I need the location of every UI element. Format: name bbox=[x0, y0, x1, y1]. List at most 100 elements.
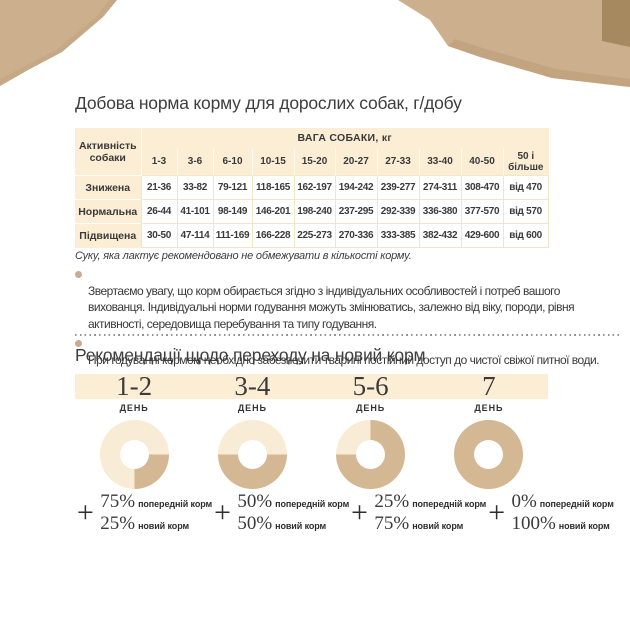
table-cell: 274-311 bbox=[418, 175, 462, 200]
table-cell: 336-380 bbox=[418, 199, 462, 224]
table-cell: 146-201 bbox=[251, 199, 295, 224]
activity-row-label: Знижена bbox=[75, 175, 141, 200]
table-corner-header: Активність собаки bbox=[75, 128, 142, 176]
table-cell: 79-121 bbox=[212, 175, 253, 200]
days-band bbox=[75, 374, 548, 399]
new-food-pct: 75% bbox=[374, 513, 410, 534]
table-cell: 270-336 bbox=[334, 223, 378, 248]
day-word-row: ДЕНЬ ДЕНЬ ДЕНЬ ДЕНЬ bbox=[75, 403, 548, 413]
new-food-pct: 50% bbox=[237, 513, 273, 534]
list-item: Звертаємо увагу, що корм обирається згід… bbox=[75, 266, 630, 332]
table-cell: 237-295 bbox=[334, 199, 378, 224]
table-cell: 118-165 bbox=[251, 175, 295, 200]
weight-col: 40-50 bbox=[460, 148, 503, 176]
note-text: Звертаємо увагу, що корм обирається згід… bbox=[88, 283, 575, 331]
weight-col: 1-3 bbox=[140, 148, 177, 176]
package-photo-left-edge bbox=[0, 0, 117, 86]
activity-row-label: Підвищена bbox=[75, 223, 141, 248]
table-cell: 292-339 bbox=[376, 199, 420, 224]
mix-ratio-lines: 25% попередній корм 75% новий корм bbox=[374, 492, 486, 536]
table-row: Підвищена 30-50 47-114 111-169 166-228 2… bbox=[75, 223, 549, 248]
table-cell: 162-197 bbox=[293, 175, 336, 200]
transition-title: Рекомендації щодо переходу на новий корм bbox=[75, 345, 426, 365]
new-food-pct: 25% bbox=[100, 513, 136, 534]
day-range: 3-4 bbox=[234, 371, 271, 401]
plus-sign: + bbox=[349, 496, 370, 529]
bullet-dot-icon bbox=[75, 271, 82, 278]
table-cell: 239-277 bbox=[376, 175, 420, 200]
package-photo-right-fragment bbox=[398, 0, 630, 87]
table-cell: 47-114 bbox=[176, 223, 214, 248]
day-word: ДЕНЬ bbox=[119, 403, 149, 413]
plus-sign: + bbox=[486, 496, 507, 529]
plus-sign: + bbox=[75, 496, 96, 529]
table-cell: від 470 bbox=[502, 175, 549, 200]
day-range: 5-6 bbox=[352, 371, 389, 401]
days-numbers-row: 1-2 3-4 5-6 7 bbox=[75, 372, 548, 400]
lactating-note: Суку, яка лактує рекомендовано не обмежу… bbox=[75, 250, 412, 262]
new-food-label: новий корм bbox=[412, 521, 464, 531]
table-cell: від 600 bbox=[502, 223, 549, 248]
day-word: ДЕНЬ bbox=[356, 403, 386, 413]
new-food-label: новий корм bbox=[275, 521, 327, 531]
prev-food-pct: 25% bbox=[374, 491, 410, 512]
weight-col: 15-20 bbox=[293, 148, 335, 176]
weight-col: 33-40 bbox=[418, 148, 461, 176]
day-word: ДЕНЬ bbox=[237, 403, 267, 413]
table-weight-columns-row: 1-3 3-6 6-10 10-15 15-20 20-27 27-33 33-… bbox=[75, 148, 549, 176]
table-cell: 111-169 bbox=[212, 223, 253, 248]
bullet-dot-icon bbox=[75, 340, 82, 347]
table-cell: 98-149 bbox=[212, 199, 253, 224]
table-cell: 166-228 bbox=[251, 223, 295, 248]
weight-col: 27-33 bbox=[376, 148, 419, 176]
table-cell: від 570 bbox=[502, 199, 549, 224]
table-cell: 308-470 bbox=[460, 175, 504, 200]
mix-ratio-lines: 75% попередній корм 25% новий корм bbox=[100, 492, 212, 536]
day-range: 1-2 bbox=[116, 371, 153, 401]
prev-food-label: попередній корм bbox=[275, 499, 350, 509]
prev-food-label: попередній корм bbox=[138, 499, 213, 509]
donut-chart-day-3-4 bbox=[217, 420, 287, 489]
table-cell: 382-432 bbox=[418, 223, 462, 248]
note-text: При годуванні кормом необхідно забезпечи… bbox=[88, 352, 600, 367]
day-range: 7 bbox=[482, 371, 496, 401]
new-food-label: новий корм bbox=[558, 521, 610, 531]
table-cell: 194-242 bbox=[334, 175, 378, 200]
feeding-notes-list: Звертаємо увагу, що корм обирається згід… bbox=[75, 266, 630, 371]
weight-col: 3-6 bbox=[176, 148, 213, 176]
table-cell: 33-82 bbox=[176, 175, 214, 200]
feeding-norms-table: Активність собаки ВАГА СОБАКИ, кг 1-3 3-… bbox=[75, 128, 549, 248]
mix-ratio: + 75% попередній корм 25% новий корм bbox=[75, 492, 212, 536]
table-cell: 225-273 bbox=[293, 223, 336, 248]
day-word: ДЕНЬ bbox=[474, 403, 504, 413]
table-cell: 30-50 bbox=[140, 223, 178, 248]
mix-ratio: + 0% попередній корм 100% новий корм bbox=[486, 492, 614, 536]
donut-chart-day-7 bbox=[454, 420, 524, 489]
table-cell: 26-44 bbox=[140, 199, 178, 224]
prev-food-label: попередній корм bbox=[412, 499, 487, 509]
plus-sign: + bbox=[212, 496, 233, 529]
mix-ratio-lines: 0% попередній корм 100% новий корм bbox=[511, 492, 613, 536]
new-food-pct: 100% bbox=[511, 513, 556, 534]
mix-ratio: + 25% попередній корм 75% новий корм bbox=[349, 492, 486, 536]
table-cell: 429-600 bbox=[460, 223, 504, 248]
list-item: При годуванні кормом необхідно забезпечи… bbox=[75, 335, 630, 368]
donut-chart-day-5-6 bbox=[336, 420, 406, 489]
weight-col: 20-27 bbox=[334, 148, 377, 176]
package-photo-fragments bbox=[0, 0, 630, 87]
feeding-table-title: Добова норма корму для дорослих собак, г… bbox=[75, 93, 462, 113]
table-weight-header: ВАГА СОБАКИ, кг bbox=[141, 128, 549, 148]
dotted-divider bbox=[75, 334, 621, 336]
table-cell: 377-570 bbox=[460, 199, 504, 224]
donut-chart-day-1-2 bbox=[99, 420, 169, 489]
weight-col: 50 і більше bbox=[502, 148, 549, 176]
prev-food-label: попередній корм bbox=[539, 499, 614, 509]
table-row: Знижена 21-36 33-82 79-121 118-165 162-1… bbox=[75, 175, 549, 200]
table-cell: 41-101 bbox=[176, 199, 214, 224]
table-cell: 21-36 bbox=[140, 175, 178, 200]
weight-col: 10-15 bbox=[251, 148, 294, 176]
weight-col: 6-10 bbox=[212, 148, 252, 176]
activity-row-label: Нормальна bbox=[75, 199, 141, 224]
table-cell: 333-385 bbox=[376, 223, 420, 248]
